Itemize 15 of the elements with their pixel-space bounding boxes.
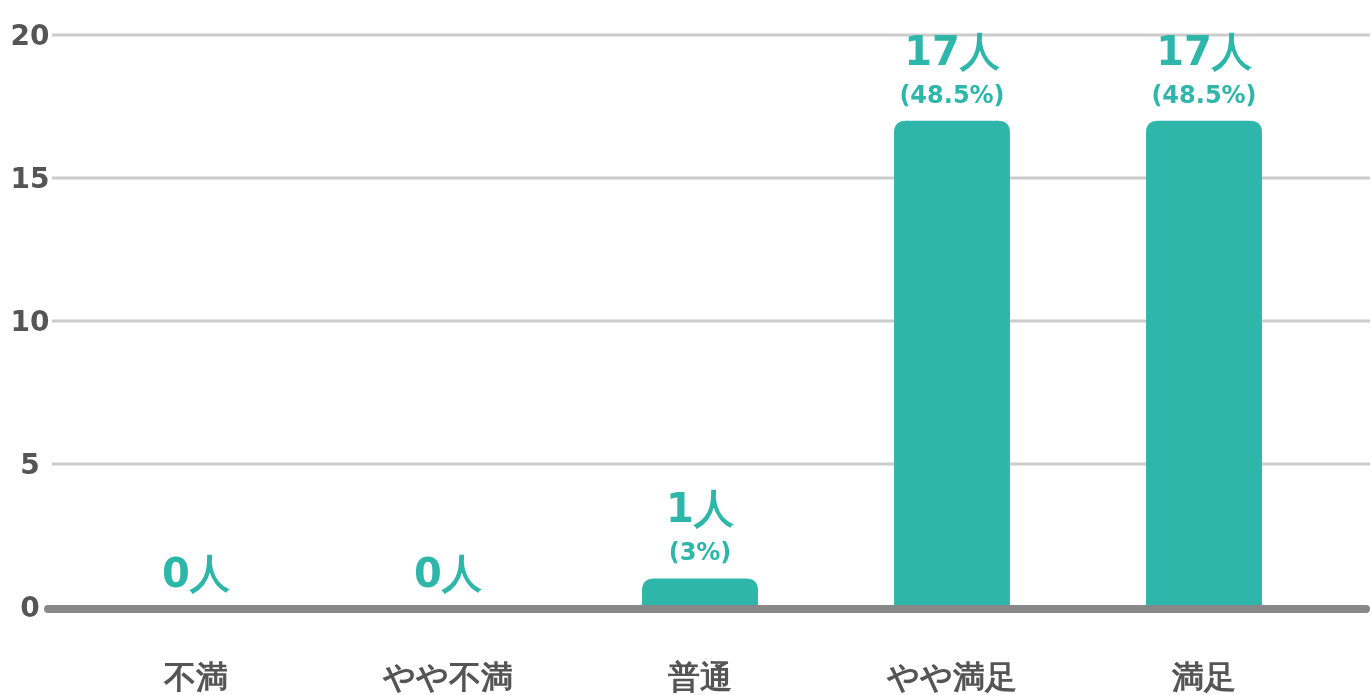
y-tick-label: 20: [10, 18, 50, 52]
x-tick-label: やや不満: [382, 658, 513, 695]
y-tick-label: 0: [20, 590, 40, 624]
y-tick-label: 5: [20, 447, 40, 481]
x-tick-label: やや満足: [886, 658, 1017, 695]
data-label: 17人 (48.5%): [899, 27, 1005, 109]
x-tick-label: 普通: [668, 658, 732, 695]
x-tick-label: 不満: [163, 658, 228, 695]
y-tick-label: 10: [10, 304, 50, 338]
data-label: 17人 (48.5%): [1151, 27, 1257, 109]
data-label: 0人: [162, 550, 231, 596]
data-label: 0人: [414, 550, 483, 596]
data-label: 1人 (3%): [666, 485, 735, 567]
x-tick-label: 満足: [1171, 658, 1236, 695]
y-tick-label: 15: [10, 161, 50, 195]
